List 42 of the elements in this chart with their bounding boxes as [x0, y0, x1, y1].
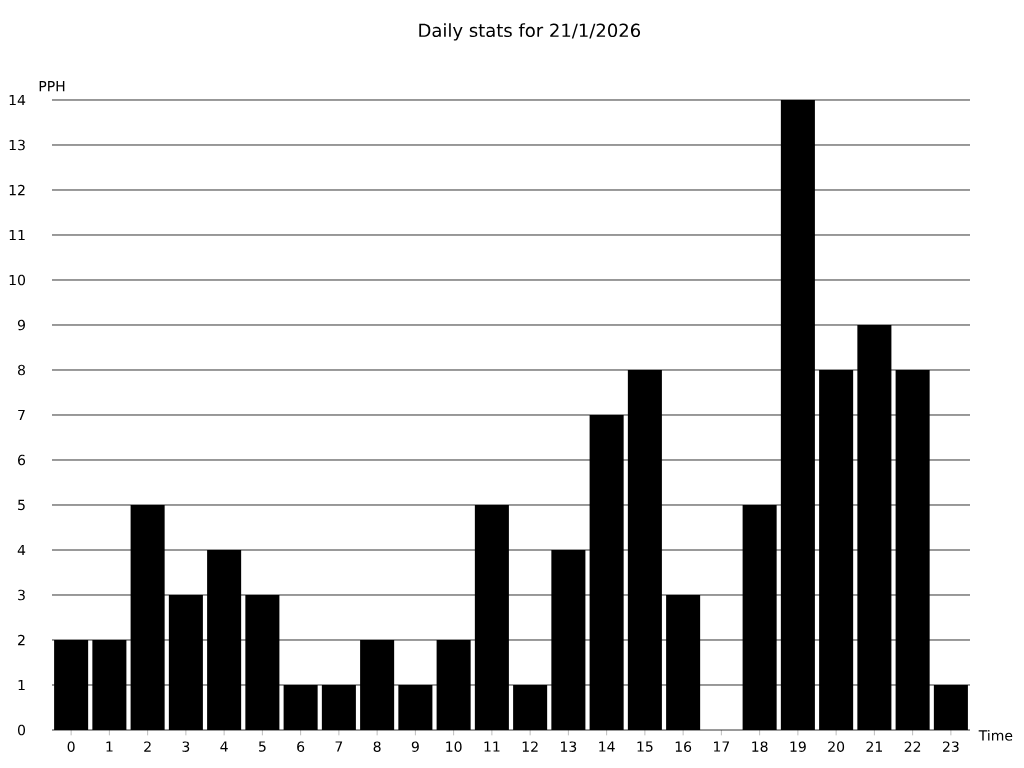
y-tick-label: 1 — [18, 679, 25, 691]
y-tick-label: 14 — [9, 94, 26, 106]
x-tick-label: 19 — [790, 741, 806, 752]
x-tick-label: 21 — [866, 741, 882, 752]
x-axis-title: Time — [978, 729, 1013, 741]
y-tick-label: 2 — [18, 634, 25, 646]
x-tick-label: 11 — [484, 741, 500, 752]
x-tick-label: 2 — [144, 741, 151, 752]
x-tick-label: 0 — [67, 741, 75, 752]
y-tick-label: 11 — [9, 229, 25, 241]
y-tick-label: 5 — [18, 499, 25, 511]
x-tick-label: 13 — [561, 741, 577, 752]
x-tick-label: 6 — [297, 741, 305, 752]
y-tick-label: 8 — [17, 364, 25, 376]
y-tick-label: 12 — [9, 184, 25, 196]
x-tick-label: 23 — [943, 741, 959, 752]
y-tick-label: 4 — [17, 544, 26, 556]
x-tick-label: 14 — [599, 741, 615, 752]
x-tick-label: 12 — [522, 741, 538, 752]
y-tick-label: 7 — [18, 409, 25, 421]
y-tick-label: 13 — [9, 139, 25, 151]
chart-title: Daily stats for 21/1/2026 — [419, 23, 641, 41]
x-tick-label: 8 — [373, 741, 381, 752]
x-tick-label: 20 — [828, 741, 845, 752]
x-tick-label: 5 — [259, 741, 266, 752]
y-tick-label: 0 — [17, 724, 26, 736]
x-tick-label: 22 — [904, 741, 921, 752]
y-tick-label: 9 — [17, 319, 25, 331]
y-axis-title: PPH — [39, 81, 65, 92]
y-tick-label: 6 — [18, 454, 26, 466]
x-tick-label: 3 — [182, 741, 190, 752]
x-tick-label: 17 — [714, 741, 730, 752]
x-tick-label: 1 — [106, 741, 113, 752]
x-tick-label: 4 — [220, 741, 228, 752]
x-tick-label: 15 — [637, 741, 653, 752]
x-tick-label: 9 — [411, 741, 419, 752]
x-tick-label: 7 — [335, 741, 343, 752]
x-tick-label: 10 — [446, 741, 462, 752]
y-tick-label: 10 — [9, 274, 26, 286]
x-tick-label: 16 — [675, 741, 692, 752]
y-tick-label: 3 — [18, 589, 25, 601]
x-tick-label: 18 — [752, 741, 768, 752]
